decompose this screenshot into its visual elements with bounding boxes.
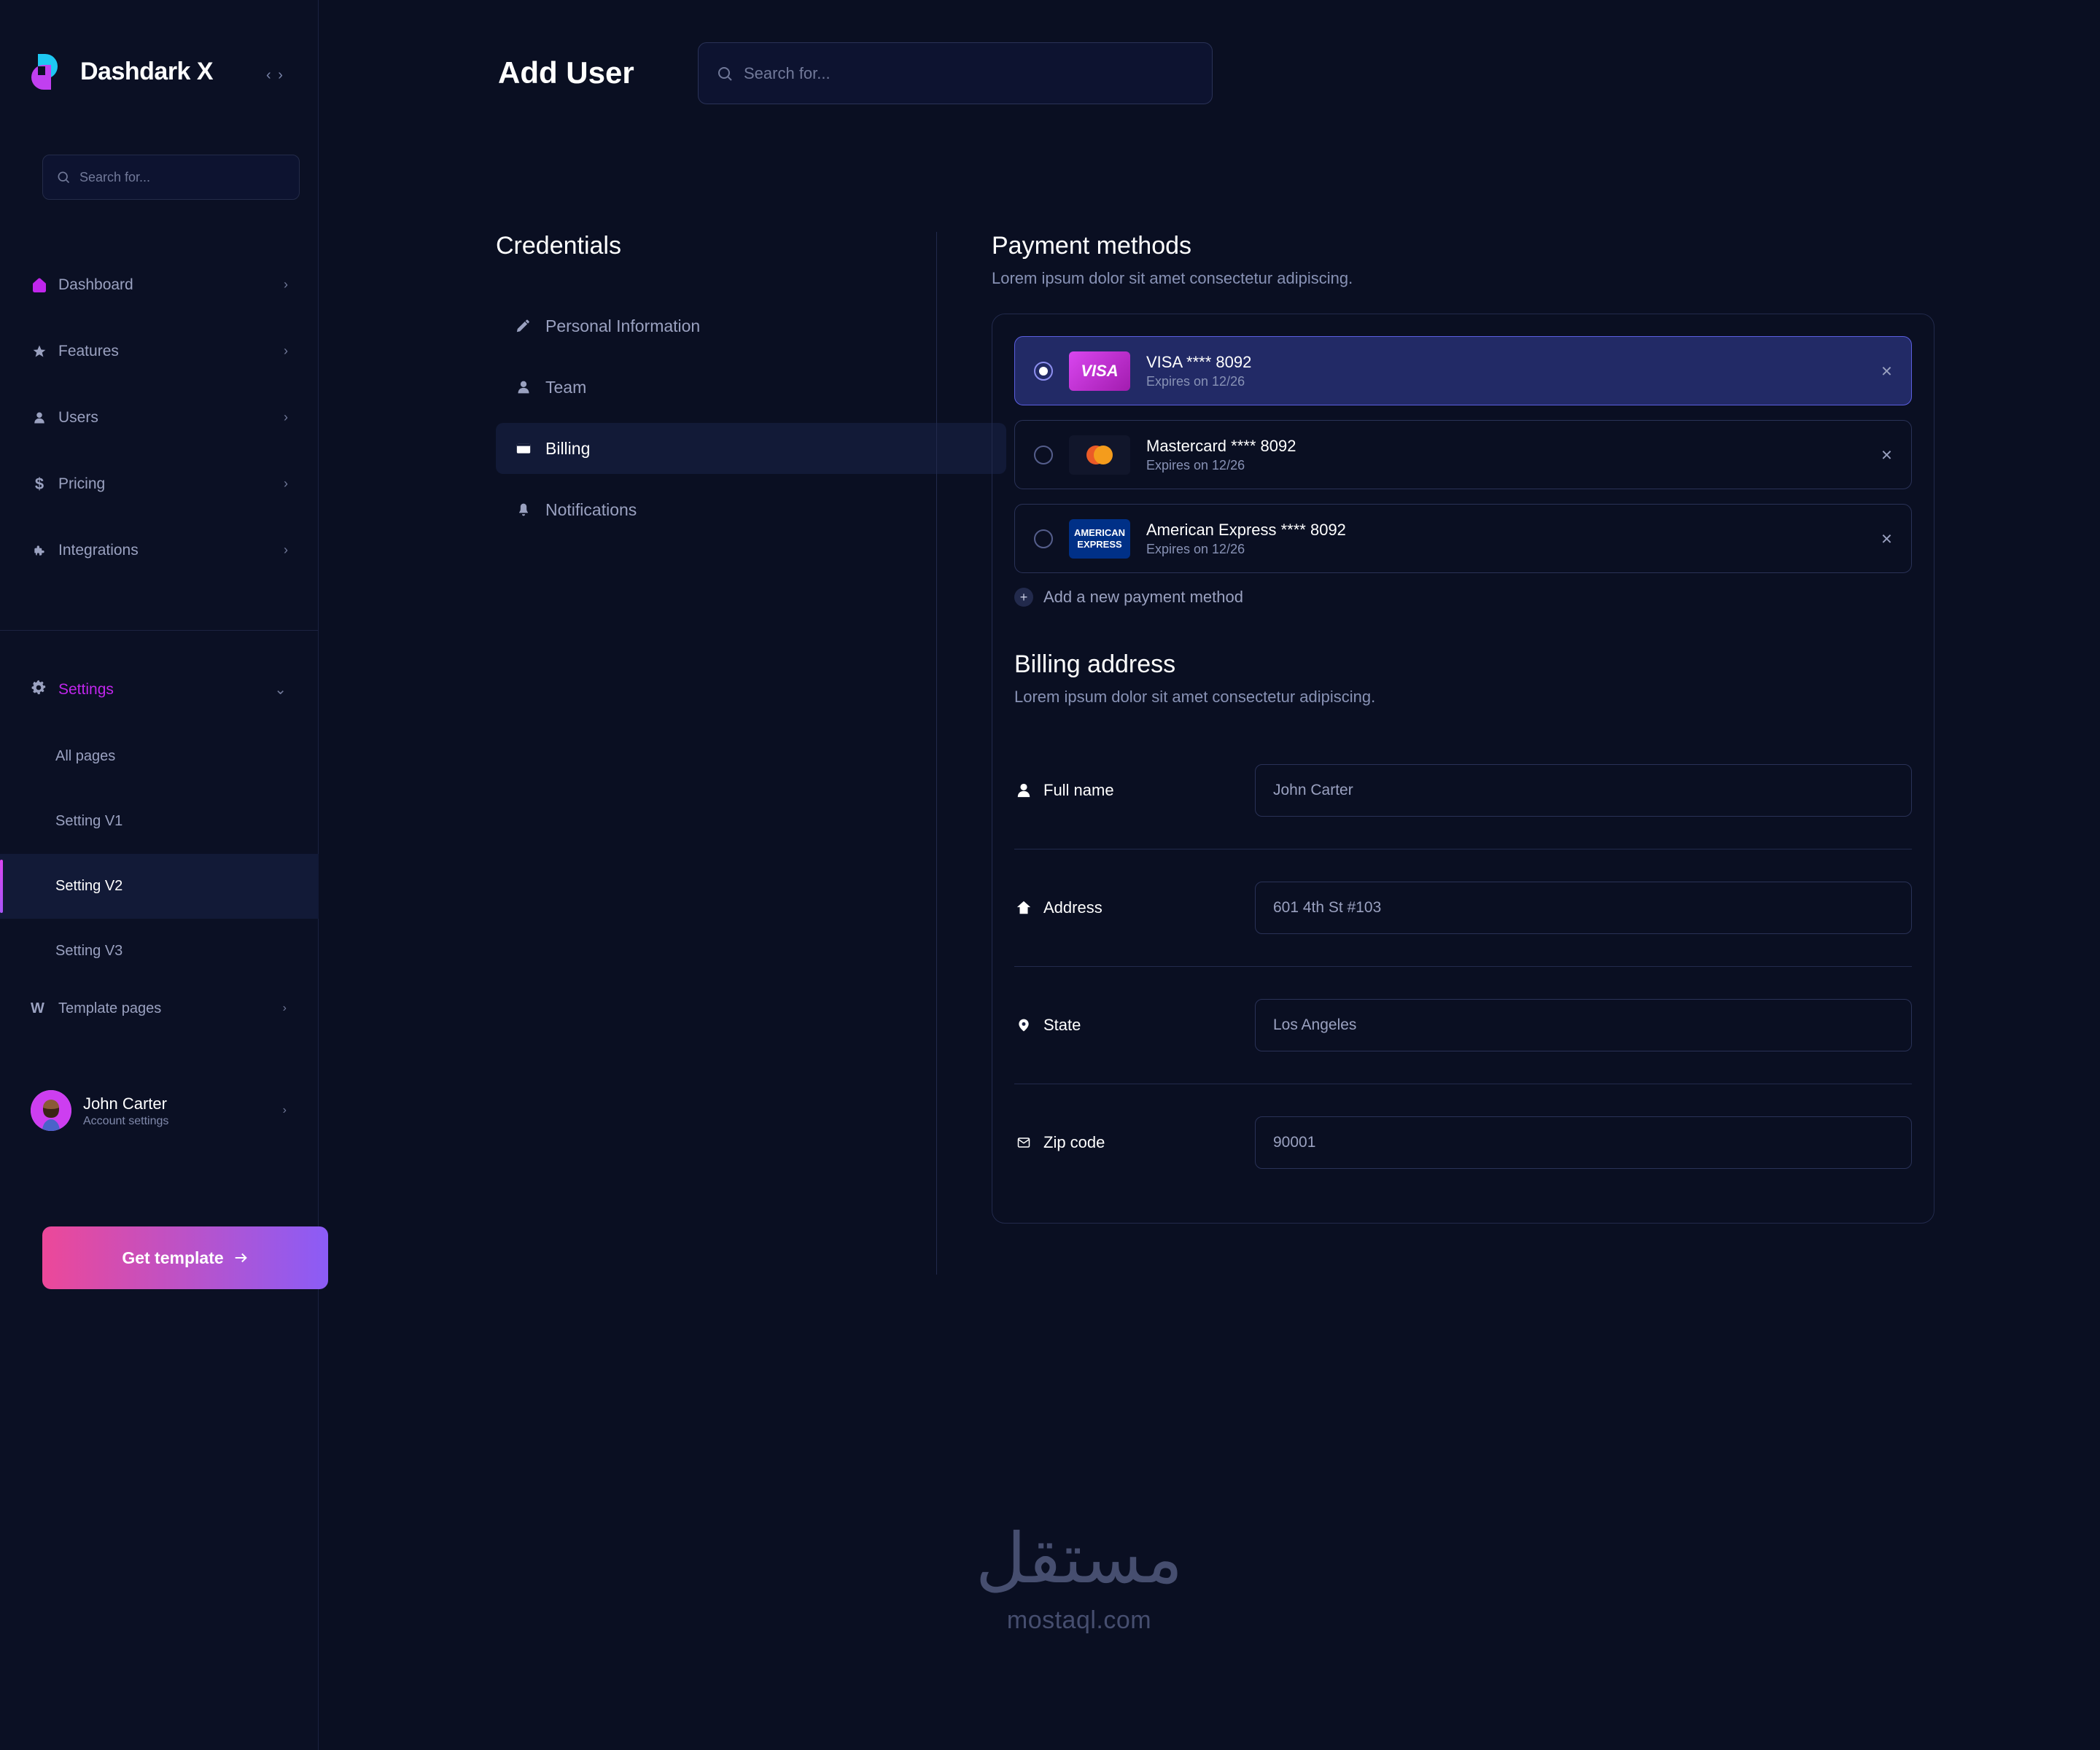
svg-text:مستقل: مستقل — [976, 1520, 1183, 1598]
